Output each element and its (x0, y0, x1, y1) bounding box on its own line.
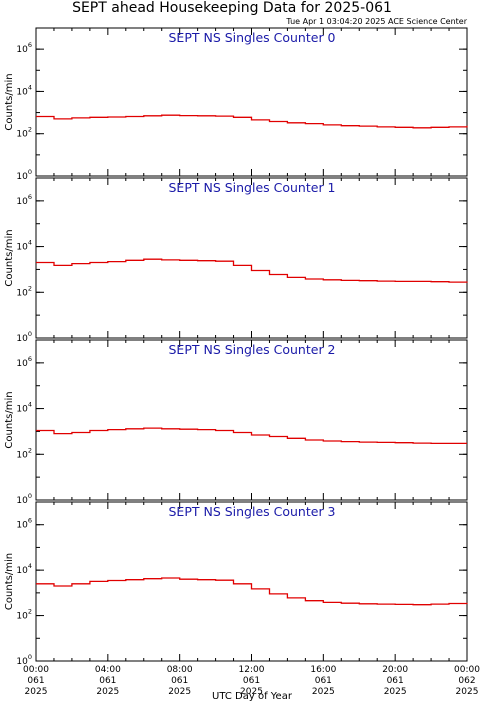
x-tick-label: 04:00 (95, 665, 121, 675)
plot-frame (35, 27, 468, 177)
panel-title: SEPT NS Singles Counter 3 (168, 504, 335, 519)
generation-timestamp: Tue Apr 1 03:04:20 2025 ACE Science Cent… (285, 17, 467, 26)
x-tick-label: 00:00 (23, 665, 49, 675)
x-tick-label: 2025 (25, 687, 48, 697)
series-line (36, 577, 468, 606)
x-tick-label: 2025 (168, 687, 191, 697)
panel-title: SEPT NS Singles Counter 2 (168, 342, 335, 357)
x-tick-label: 2025 (240, 687, 263, 697)
x-tick-label: 061 (171, 676, 188, 686)
y-tick-label: 100 (16, 168, 32, 182)
chart-title: SEPT ahead Housekeeping Data for 2025-06… (72, 0, 392, 16)
y-tick-label: 102 (16, 446, 32, 460)
x-tick-label: 061 (99, 676, 116, 686)
panel-2: 100 102 104 106 Counts/min SEPT NS Singles Co… (4, 339, 468, 506)
x-tick-label: 062 (458, 676, 475, 686)
x-tick-label: 061 (387, 676, 404, 686)
x-tick-label: 061 (315, 676, 332, 686)
panel-3: 100 102 104 106 Counts/min SEPT NS Singles Co… (4, 501, 468, 667)
panel-title: SEPT NS Singles Counter 0 (168, 30, 335, 45)
x-tick-label: 08:00 (167, 665, 193, 675)
x-tick-label: 20:00 (382, 665, 408, 675)
y-tick-label: 102 (16, 608, 32, 622)
x-tick-labels: 00:00061202504:00061202508:00061202512:0… (23, 665, 480, 697)
y-axis-label: Counts/min (4, 73, 15, 130)
panel-0: 100 102 104 106 Counts/min SEPT NS Singles Co… (4, 27, 468, 182)
x-tick-label: 16:00 (310, 665, 336, 675)
y-tick-label: 100 (16, 330, 32, 344)
plot-frame (35, 177, 468, 339)
y-tick-label: 104 (16, 239, 32, 253)
x-tick-label: 2025 (456, 687, 479, 697)
x-tick-label: 12:00 (239, 665, 265, 675)
x-tick-label: 061 (27, 676, 44, 686)
y-tick-label: 100 (16, 653, 32, 667)
y-tick-label: 102 (16, 284, 32, 298)
series-line (36, 258, 468, 283)
y-tick-label: 102 (16, 126, 32, 140)
y-tick-label: 106 (16, 193, 32, 207)
y-axis-label: Counts/min (4, 553, 15, 610)
panels: 100 102 104 106 Counts/min SEPT NS Singles Co… (4, 27, 468, 667)
series-line (36, 114, 468, 129)
panel-title: SEPT NS Singles Counter 1 (168, 180, 335, 195)
panel-1: 100 102 104 106 Counts/min SEPT NS Singles Co… (4, 177, 468, 344)
series-line (36, 427, 467, 445)
x-axis-label: UTC Day of Year (212, 691, 293, 702)
y-axis-label: Counts/min (4, 391, 15, 448)
y-tick-label: 104 (16, 83, 32, 97)
y-tick-label: 106 (16, 517, 32, 531)
x-tick-label: 061 (243, 676, 260, 686)
x-tick-label: 2025 (312, 687, 335, 697)
y-tick-label: 106 (16, 355, 32, 369)
y-tick-label: 104 (16, 562, 32, 576)
x-tick-label: 2025 (384, 687, 407, 697)
x-tick-label: 2025 (96, 687, 119, 697)
x-tick-label: 00:00 (454, 665, 480, 675)
y-axis-label: Counts/min (4, 229, 15, 286)
y-tick-label: 100 (16, 492, 32, 506)
plot-frame (35, 339, 468, 501)
y-tick-label: 104 (16, 401, 32, 415)
y-tick-label: 106 (16, 41, 32, 55)
